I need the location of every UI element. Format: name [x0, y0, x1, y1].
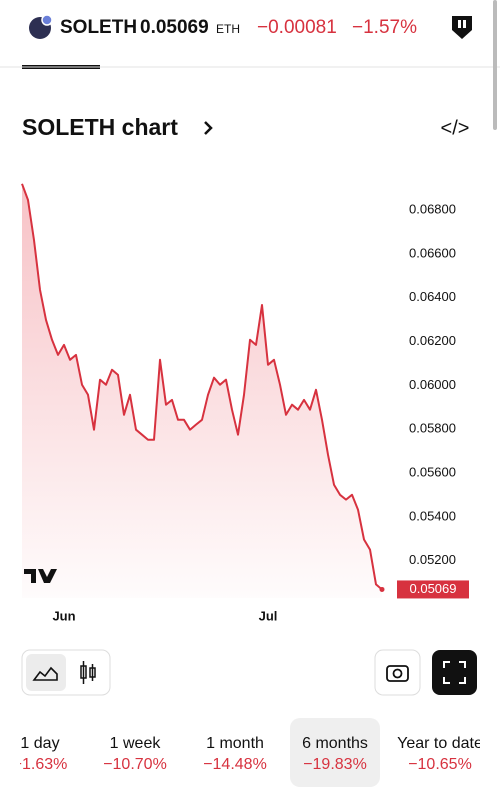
- period-label[interactable]: Year to date: [397, 735, 483, 752]
- unit: ETH: [216, 22, 240, 36]
- x-tick-label: Jun: [52, 608, 75, 623]
- period-change: −19.83%: [303, 756, 367, 773]
- snapshot-button[interactable]: [374, 649, 421, 696]
- alert-icon-bar: [458, 20, 461, 28]
- y-tick-label: 0.05200: [409, 552, 456, 567]
- chevron: [204, 121, 213, 135]
- period-change: −14.48%: [203, 756, 267, 773]
- chart-title[interactable]: SOLETH chart: [22, 114, 178, 140]
- period-change: −10.65%: [408, 756, 472, 773]
- change-pct: −1.57%: [352, 17, 417, 38]
- chart: 0.05200 0.05400 0.05600 0.05800 0.06000 0.062…: [21, 183, 469, 623]
- y-tick-label: 0.05800: [409, 421, 456, 436]
- selected-tab-bg: [290, 718, 380, 787]
- price-line: [21, 183, 383, 591]
- x-tick-label: Jul: [259, 608, 278, 623]
- y-tick-label: 0.06600: [409, 245, 456, 260]
- alert-icon-bar: [463, 20, 466, 28]
- price: 0.05069: [140, 17, 209, 38]
- period-tabs: 1 day −1.63% 1 week −10.70% 1 month −14.48% 6 …: [13, 718, 483, 787]
- camera-icon: [392, 668, 403, 679]
- period-label[interactable]: 1 week: [110, 735, 162, 752]
- header: SOLETH 0.05069 ETH −0.00081 −1.57%: [29, 14, 472, 39]
- area-icon: [32, 666, 58, 681]
- alert-icon[interactable]: [452, 16, 472, 39]
- candle-button[interactable]: [80, 661, 96, 684]
- change: −0.00081: [257, 17, 337, 38]
- last-value-label: 0.05069: [410, 581, 457, 596]
- embed-icon[interactable]: </>: [441, 117, 470, 139]
- fullscreen-button[interactable]: [432, 650, 477, 695]
- period-change: −1.63%: [13, 756, 68, 773]
- symbol: SOLETH: [60, 17, 137, 38]
- y-tick-label: 0.05600: [409, 465, 456, 480]
- last-value-tag: [397, 580, 469, 599]
- tv-logo: [24, 569, 57, 583]
- y-tick-label: 0.06400: [409, 289, 456, 304]
- period-label[interactable]: 6 months: [302, 735, 368, 752]
- y-tick-label: 0.05400: [409, 508, 456, 523]
- area-button[interactable]: [26, 654, 66, 691]
- y-tick-label: 0.06200: [409, 333, 456, 348]
- fullscreen-icon: [443, 661, 466, 684]
- camera-icon: [386, 665, 409, 682]
- y-tick-label: 0.06000: [409, 377, 456, 392]
- period-label[interactable]: 1 day: [20, 735, 59, 752]
- period-change: −10.70%: [103, 756, 167, 773]
- coin-badge: [41, 14, 53, 26]
- scrollbar: [493, 0, 497, 130]
- area-fill: [22, 183, 382, 599]
- period-label[interactable]: 1 month: [206, 735, 264, 752]
- y-tick-label: 0.06800: [409, 202, 456, 217]
- last-point: [379, 586, 385, 592]
